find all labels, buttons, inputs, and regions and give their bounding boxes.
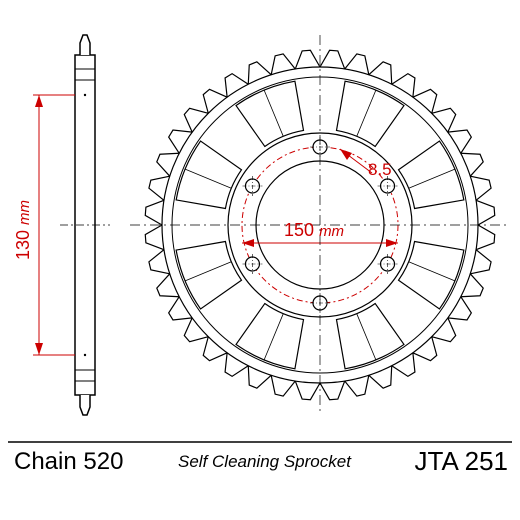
part-number-label: JTA 251: [415, 446, 508, 477]
dim-150-value: 150: [284, 220, 314, 240]
dim-130: 130 mm: [13, 200, 34, 260]
side-view: [33, 35, 110, 415]
drawing-svg: [0, 0, 520, 520]
dim-130-unit: mm: [16, 200, 33, 225]
chain-label: Chain 520: [14, 448, 123, 476]
dim-85-value: 8.5: [368, 160, 392, 179]
dim-150-unit: mm: [319, 223, 344, 240]
dim-bolt-circle: 150 mm: [284, 220, 344, 241]
dim-130-value: 130: [13, 230, 33, 260]
dim-bolt-hole: 8.5: [368, 160, 392, 180]
technical-drawing: 130 mm 8.5 150 mm Chain 520 Self Cleanin…: [0, 0, 520, 520]
subtitle-label: Self Cleaning Sprocket: [178, 452, 351, 472]
